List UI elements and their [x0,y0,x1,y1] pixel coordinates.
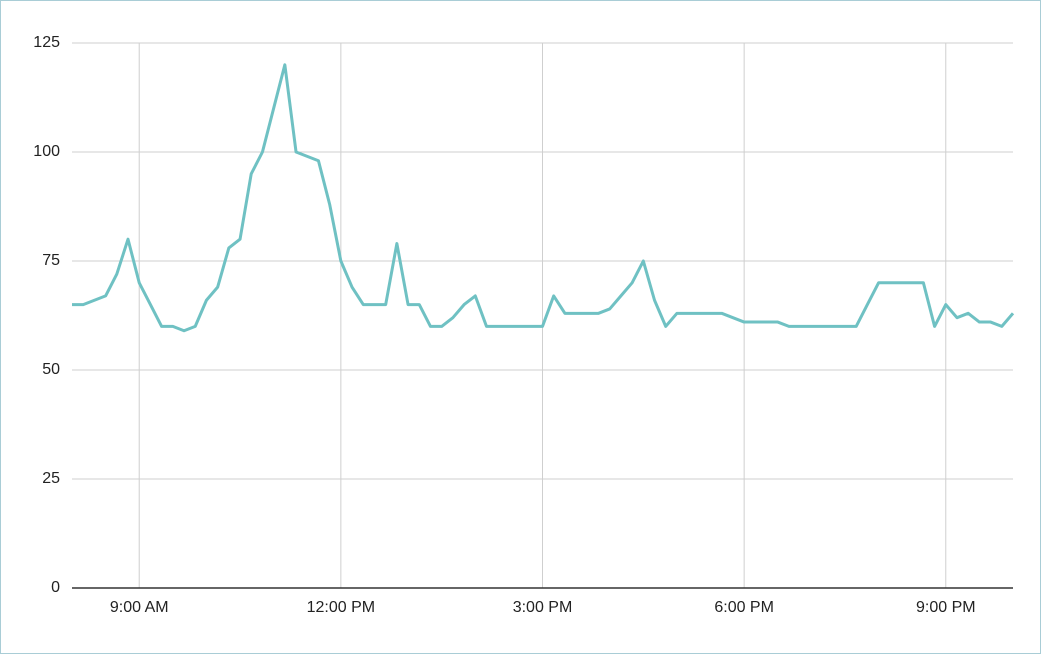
x-tick-label: 9:00 PM [916,599,976,616]
y-tick-label: 0 [51,579,60,596]
x-tick-label: 12:00 PM [307,599,375,616]
data-line [72,63,1015,333]
x-tick-label: 6:00 PM [714,599,774,616]
x-tick-label: 9:00 AM [110,599,169,616]
y-tick-label: 50 [42,361,60,378]
y-tick-label: 25 [42,470,60,487]
y-tick-label: 75 [42,252,60,269]
y-tick-label: 100 [33,143,60,160]
x-tick-label: 3:00 PM [513,599,573,616]
y-tick-label: 125 [33,34,60,51]
